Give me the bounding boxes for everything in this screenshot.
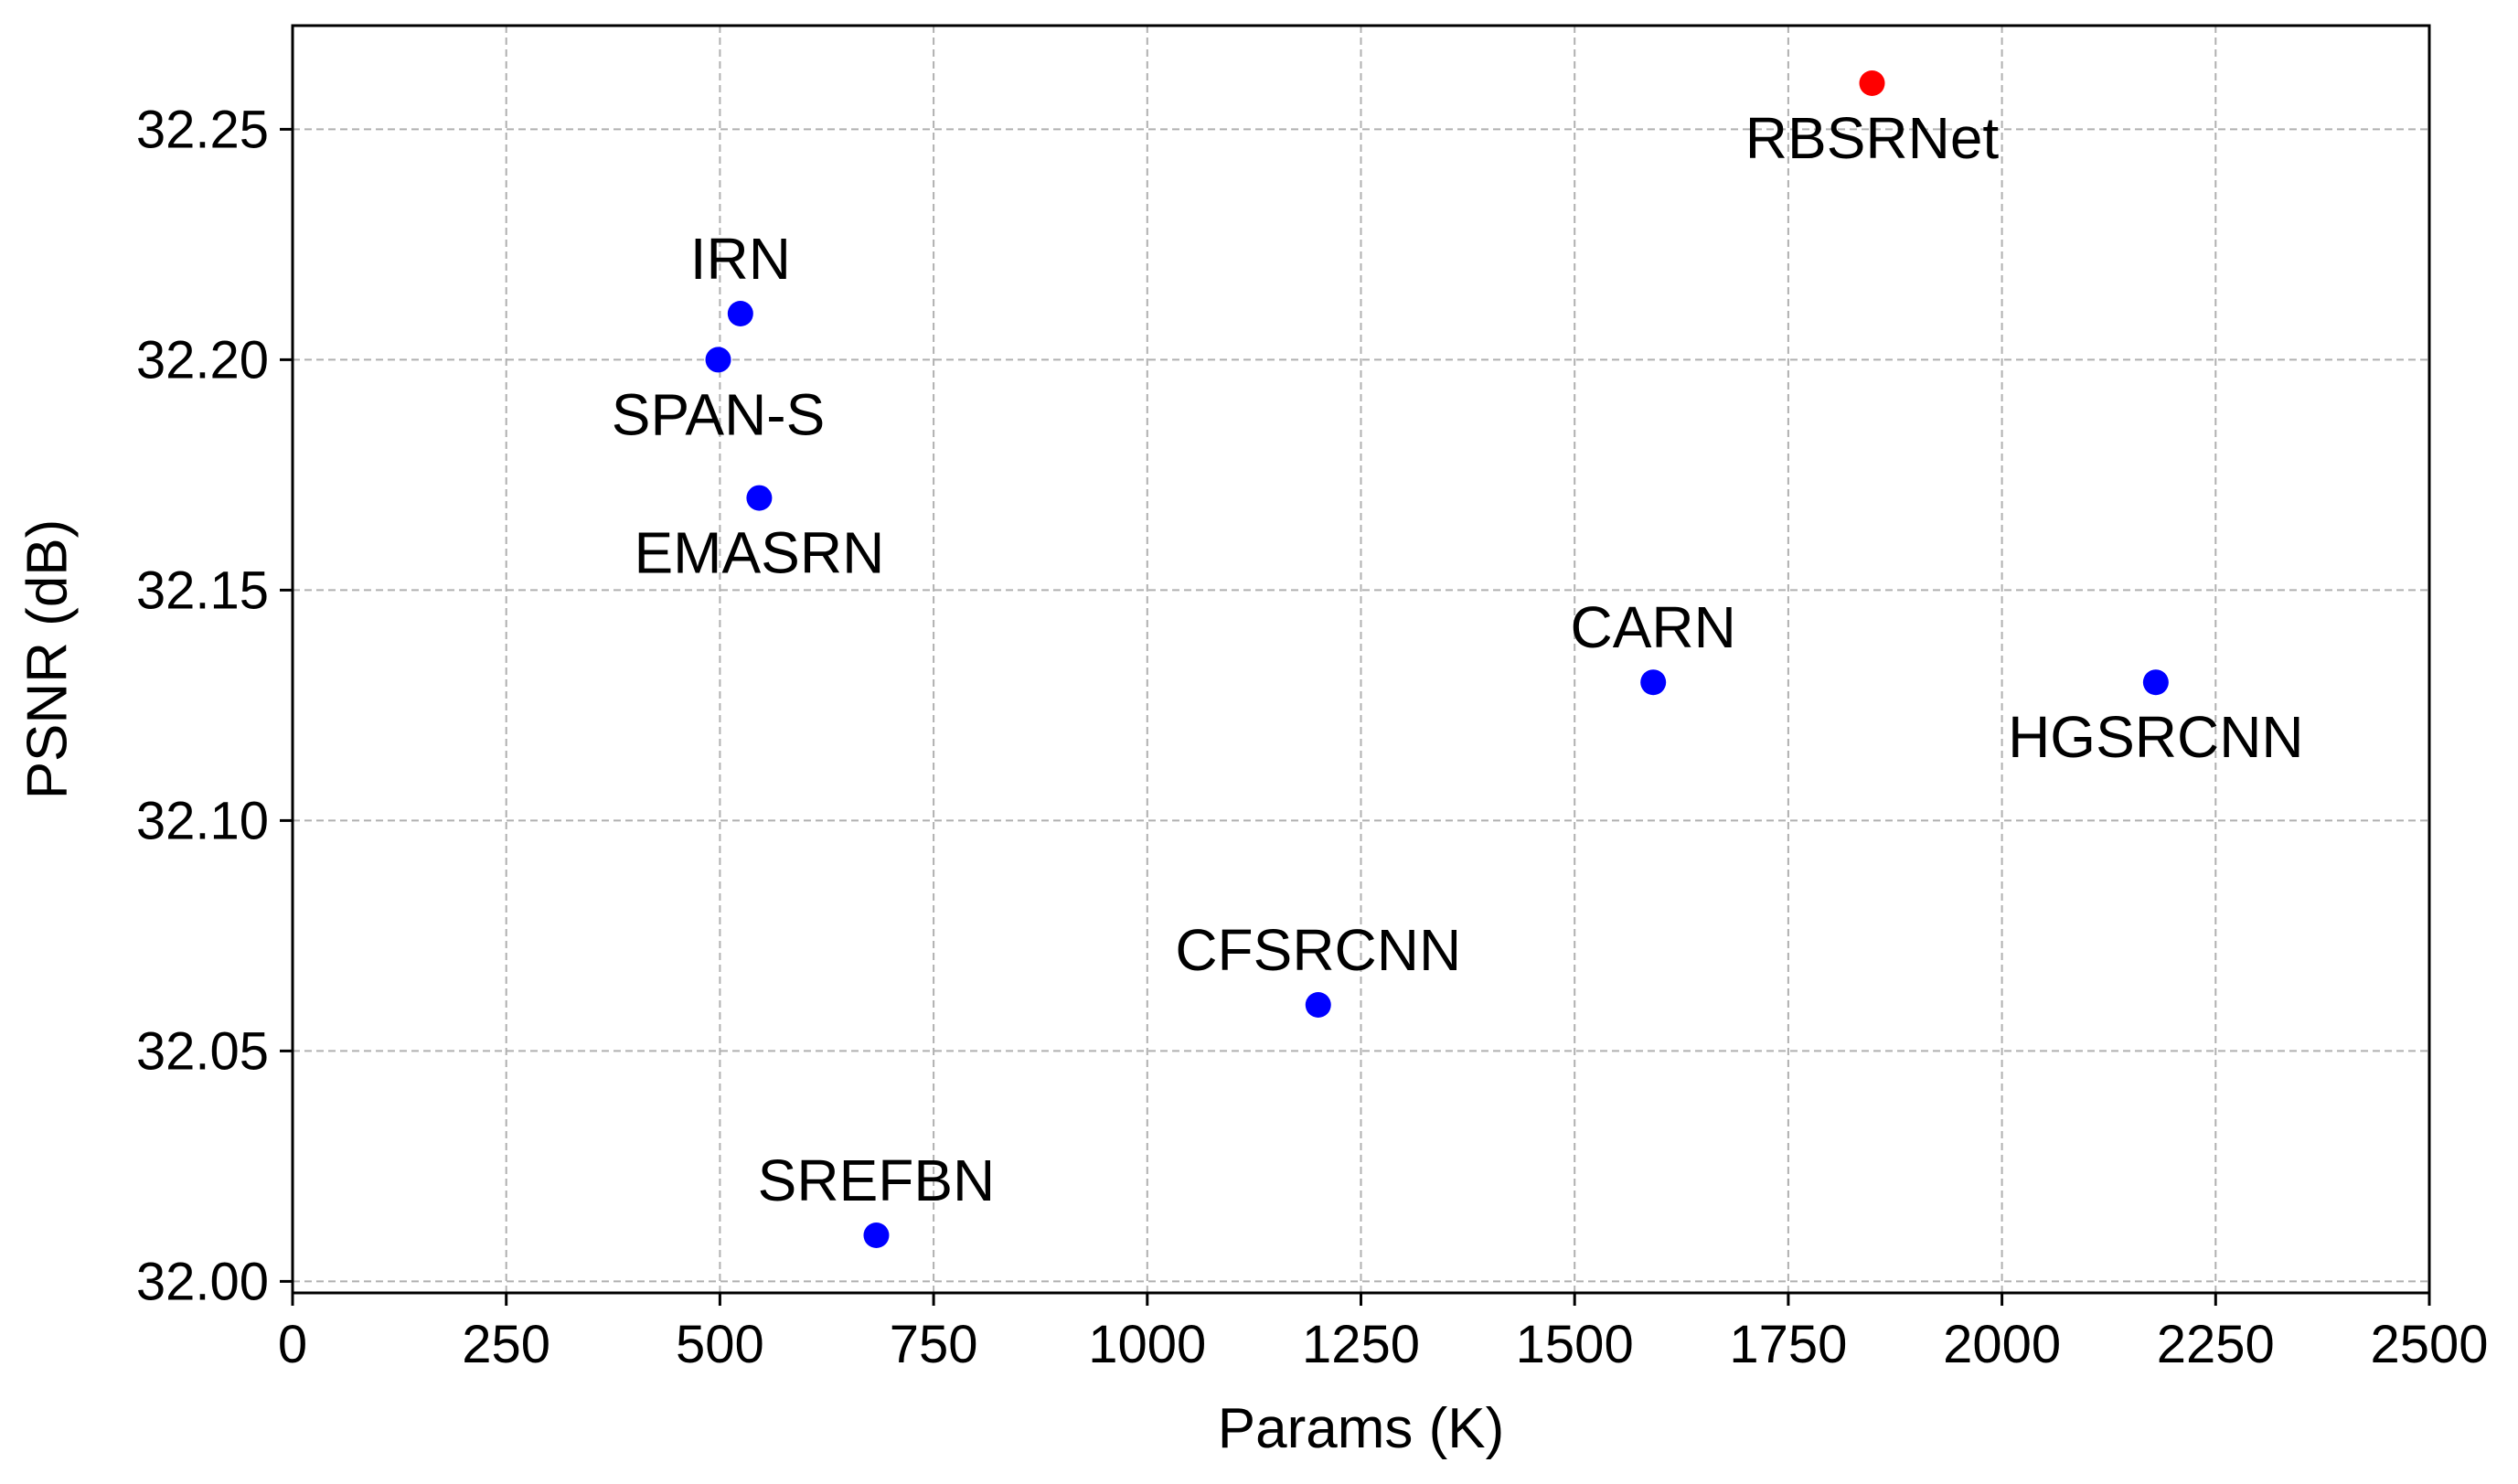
point-label: CFSRCNN [1175,917,1461,983]
point-label: IRN [690,226,791,292]
x-tick-label: 1750 [1729,1315,1847,1374]
data-point [705,347,731,373]
y-tick-label: 32.15 [136,561,269,620]
x-tick-label: 1500 [1516,1315,1634,1374]
y-tick-label: 32.05 [136,1021,269,1081]
y-tick-label: 32.00 [136,1252,269,1311]
x-tick-label: 1000 [1088,1315,1206,1374]
x-tick-label: 2250 [2157,1315,2275,1374]
data-point [2142,669,2169,696]
y-tick-label: 32.10 [136,791,269,850]
data-points: RBSRNet IRN SPAN-S EMASRN CARN HGSRCNN CFSRCNN… [612,70,2304,1248]
x-tick-label: 500 [676,1315,764,1374]
x-axis-ticks: 0 250 500 750 1000 1250 1500 1750 2000 2250 2500 [278,1293,2489,1374]
point-label: EMASRN [634,520,884,586]
x-axis-label: Params (K) [1218,1397,1504,1460]
x-tick-label: 2000 [1943,1315,2061,1374]
data-point [727,301,753,326]
y-tick-label: 32.25 [136,100,269,159]
point-label: CARN [1571,594,1736,660]
x-tick-label: 2500 [2370,1315,2488,1374]
point-label: SREFBN [758,1148,996,1213]
data-point [746,485,773,511]
y-axis-ticks: 32.00 32.05 32.10 32.15 32.20 32.25 [136,100,293,1311]
point-label: HGSRCNN [2008,704,2304,770]
y-tick-label: 32.20 [136,330,269,390]
data-point [1640,669,1667,696]
x-tick-label: 0 [278,1315,307,1374]
data-point [1305,992,1331,1018]
point-label: RBSRNet [1745,105,2000,171]
x-tick-label: 1250 [1302,1315,1420,1374]
grid-lines [293,26,2429,1293]
data-point [1859,70,1885,96]
x-tick-label: 250 [462,1315,550,1374]
y-axis-label: PSNR (dB) [16,519,79,800]
data-point [863,1222,890,1248]
x-tick-label: 750 [890,1315,978,1374]
point-label: SPAN-S [612,381,826,447]
